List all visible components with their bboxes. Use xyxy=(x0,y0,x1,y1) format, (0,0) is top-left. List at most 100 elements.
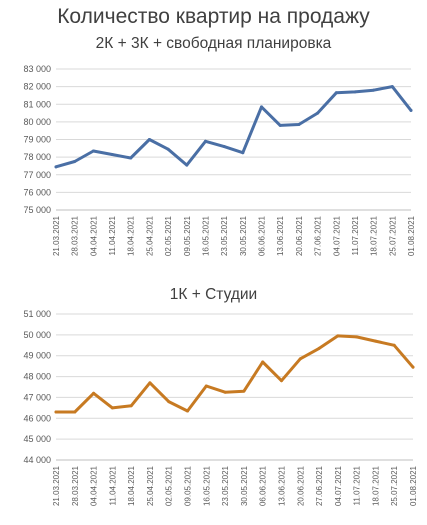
chart-1-x-tick-label: 23.05.2021 xyxy=(220,215,229,256)
chart-1-y-tick-label: 79 000 xyxy=(23,135,51,145)
chart-2-x-tick-label: 21.03.2021 xyxy=(52,465,61,506)
chart-2-data-point xyxy=(279,379,283,383)
chart-2-x-tick-label: 11.07.2021 xyxy=(353,465,362,505)
chart-1-data-point xyxy=(129,156,133,160)
chart-1-data-point xyxy=(222,145,226,149)
chart-1-y-tick-label: 78 000 xyxy=(23,152,51,162)
chart-2-data-point xyxy=(392,343,396,347)
chart-1-data-point xyxy=(334,91,338,95)
chart-2-data-point xyxy=(54,410,58,414)
chart-2-data-point xyxy=(110,406,114,410)
chart-2-data-point xyxy=(298,357,302,361)
chart-1-x-tick-label: 25.04.2021 xyxy=(145,215,154,256)
chart-1-data-point xyxy=(297,123,301,127)
chart-1-x-tick-label: 13.06.2021 xyxy=(276,215,285,256)
chart-2-data-point xyxy=(355,335,359,339)
chart-1-x-tick-label: 06.06.2021 xyxy=(258,215,267,256)
chart-2-y-tick-label: 48 000 xyxy=(23,372,51,382)
chart-2-x-tick-label: 11.04.2021 xyxy=(108,465,117,505)
chart-1-x-tick-label: 18.07.2021 xyxy=(370,215,379,256)
chart-2-x-tick-label: 06.06.2021 xyxy=(259,465,268,506)
chart-1-data-point xyxy=(73,160,77,164)
chart-2-data-point xyxy=(317,346,321,350)
chart-1-y-tick-label: 76 000 xyxy=(23,187,51,197)
chart-1-x-tick-label: 11.07.2021 xyxy=(351,215,360,255)
chart-1-x-tick-label: 11.04.2021 xyxy=(108,215,117,255)
chart-2-data-point xyxy=(411,365,415,369)
chart-2-data-point xyxy=(148,381,152,385)
chart-2-x-tick-label: 02.05.2021 xyxy=(165,465,174,506)
chart-2-data-point xyxy=(336,334,340,338)
chart-2-x-tick-label: 01.08.2021 xyxy=(409,465,418,506)
chart-1-x-tick-label: 01.08.2021 xyxy=(407,215,416,256)
chart-1-data-point xyxy=(390,85,394,89)
chart-1-y-tick-label: 77 000 xyxy=(23,170,51,180)
chart-1-data-point xyxy=(166,147,170,151)
chart-1-x-tick-label: 25.07.2021 xyxy=(388,215,397,256)
chart-1-y-tick-label: 80 000 xyxy=(23,117,51,127)
chart-2-data-point xyxy=(92,391,96,395)
chart-2-x-tick-label: 25.04.2021 xyxy=(146,465,155,506)
chart-2-x-tick-label: 04.07.2021 xyxy=(334,465,343,506)
chart-1-x-tick-label: 02.05.2021 xyxy=(164,215,173,256)
chart-1-data-point xyxy=(110,152,114,156)
chart-2-y-tick-label: 44 000 xyxy=(23,455,51,465)
chart-1-x-tick-label: 21.03.2021 xyxy=(52,215,61,256)
chart-2-x-tick-label: 27.06.2021 xyxy=(315,465,324,506)
chart-1-data-point xyxy=(185,163,189,167)
chart-2-y-tick-label: 50 000 xyxy=(23,330,51,340)
chart-1-data-point xyxy=(372,88,376,92)
chart-2-data-point xyxy=(129,404,133,408)
chart-1-data-point xyxy=(91,149,95,153)
chart-1-data-point xyxy=(54,165,58,169)
chart-1-x-tick-label: 28.03.2021 xyxy=(71,215,80,256)
chart-2-x-tick-label: 23.05.2021 xyxy=(221,465,230,506)
chart-2-x-tick-label: 30.05.2021 xyxy=(240,465,249,506)
chart-1-y-tick-label: 81 000 xyxy=(23,99,51,109)
chart-2-x-tick-label: 04.04.2021 xyxy=(90,465,99,506)
chart-1-y-tick-label: 82 000 xyxy=(23,82,51,92)
chart-1-x-tick-label: 27.06.2021 xyxy=(314,215,323,256)
chart-2-data-point xyxy=(261,360,265,364)
chart-1-x-tick-label: 20.06.2021 xyxy=(295,215,304,256)
chart-1-data-point xyxy=(260,105,264,109)
chart-1-y-tick-label: 75 000 xyxy=(23,205,51,215)
chart-1-data-point xyxy=(147,138,151,141)
chart-1-x-tick-label: 30.05.2021 xyxy=(239,215,248,256)
chart-1: 75 000 76 000 77 000 78 000 79 000 80 000 81 0… xyxy=(23,64,416,256)
chart-2-y-tick-label: 46 000 xyxy=(23,413,51,423)
chart-1-x-tick-label: 09.05.2021 xyxy=(183,215,192,256)
chart-1-title: 2К + 3К + свободная планировка xyxy=(95,35,332,52)
chart-2-data-point xyxy=(373,339,377,343)
chart-2-y-tick-label: 47 000 xyxy=(23,392,51,402)
chart-1-x-tick-label: 18.04.2021 xyxy=(127,215,136,256)
chart-1-series-line xyxy=(54,85,413,169)
chart-1-x-tick-label: 04.04.2021 xyxy=(89,215,98,256)
chart-2-title: 1К + Студии xyxy=(169,286,258,303)
chart-1-data-point xyxy=(353,90,357,94)
chart-2-x-tick-label: 18.04.2021 xyxy=(127,465,136,506)
chart-1-data-point xyxy=(203,139,207,143)
chart-2-y-tick-label: 49 000 xyxy=(23,351,51,361)
chart-2-x-tick-label: 18.07.2021 xyxy=(371,465,380,506)
chart-2-data-point xyxy=(242,389,246,393)
chart-2-y-tick-label: 45 000 xyxy=(23,434,51,444)
chart-1-data-point xyxy=(409,108,413,112)
chart-1-data-point xyxy=(278,123,282,127)
chart-1-data-point xyxy=(241,151,245,155)
chart-2-data-point xyxy=(223,390,227,394)
chart-1-data-point xyxy=(316,111,320,115)
chart-2-series-line xyxy=(54,334,415,414)
chart-2-x-tick-label: 20.06.2021 xyxy=(296,465,305,506)
chart-2-x-tick-label: 13.06.2021 xyxy=(277,465,286,506)
chart-2-x-tick-label: 09.05.2021 xyxy=(184,465,193,506)
main-title: Количество квартир на продажу xyxy=(57,5,370,28)
chart-2-x-tick-label: 28.03.2021 xyxy=(71,465,80,506)
chart-2-x-tick-label: 25.07.2021 xyxy=(390,465,399,506)
chart-1-x-tick-label: 04.07.2021 xyxy=(332,215,341,256)
chart-2-x-tick-label: 16.05.2021 xyxy=(202,465,211,506)
chart-2-y-tick-label: 51 000 xyxy=(23,309,51,319)
chart-1-x-tick-label: 16.05.2021 xyxy=(201,215,210,256)
chart-2-data-point xyxy=(167,400,171,404)
